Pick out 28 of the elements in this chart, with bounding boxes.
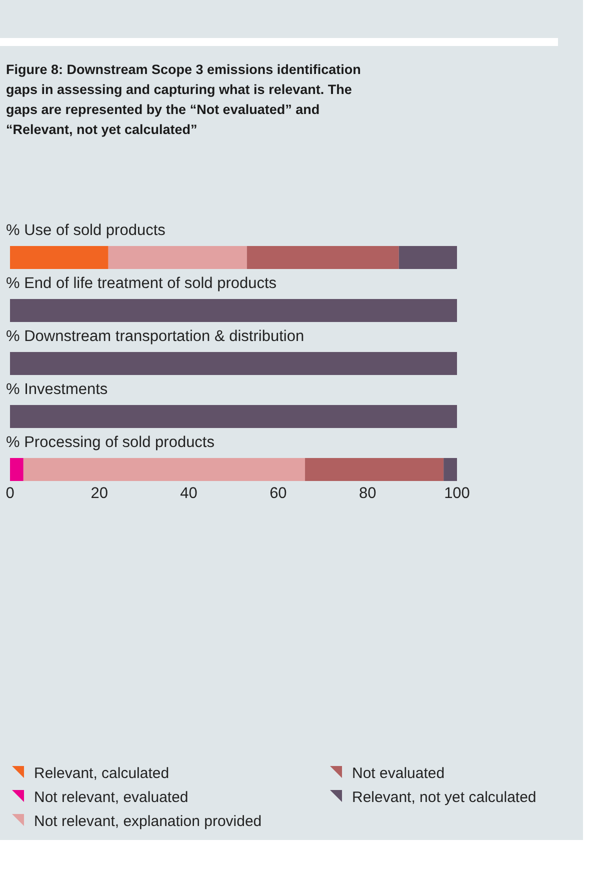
- y-tick-label: % Downstream transportation & distribution: [6, 328, 304, 345]
- x-tick-label: 100: [444, 485, 470, 502]
- bar: [398, 246, 457, 269]
- y-tick-label: % End of life treatment of sold products: [6, 275, 277, 292]
- y-tick-label: % Use of sold products: [6, 222, 166, 239]
- y-tick-label: % Processing of sold products: [6, 434, 215, 451]
- y-tick-label: % Investments: [6, 381, 108, 398]
- bar: [444, 458, 457, 481]
- bar: [10, 458, 24, 481]
- bar: [108, 246, 247, 269]
- bar: [10, 246, 108, 269]
- legend-label: Not relevant, evaluated: [34, 789, 188, 806]
- bar: [305, 458, 444, 481]
- bar: [23, 458, 306, 481]
- x-tick-label: 0: [6, 485, 15, 502]
- legend-label: Not evaluated: [352, 765, 445, 782]
- bar: [10, 299, 457, 322]
- x-tick-label: 40: [180, 485, 198, 502]
- legend-label: Relevant, not yet calculated: [352, 789, 536, 806]
- bar: [10, 352, 457, 375]
- x-tick-label: 80: [358, 485, 377, 502]
- bar: [10, 405, 457, 428]
- legend-label: Relevant, calculated: [34, 765, 170, 782]
- bar: [246, 246, 399, 269]
- x-tick-label: 60: [270, 485, 288, 502]
- x-tick-label: 20: [90, 485, 108, 502]
- legend-label: Not relevant, explanation provided: [34, 813, 262, 830]
- chart-title: Figure 8: Downstream Scope 3 emissions identification gaps in assessing and capturing what is relevant. The gaps are represented by the “Not evaluated” and “Relevant, not yet calculated”: [6, 62, 361, 137]
